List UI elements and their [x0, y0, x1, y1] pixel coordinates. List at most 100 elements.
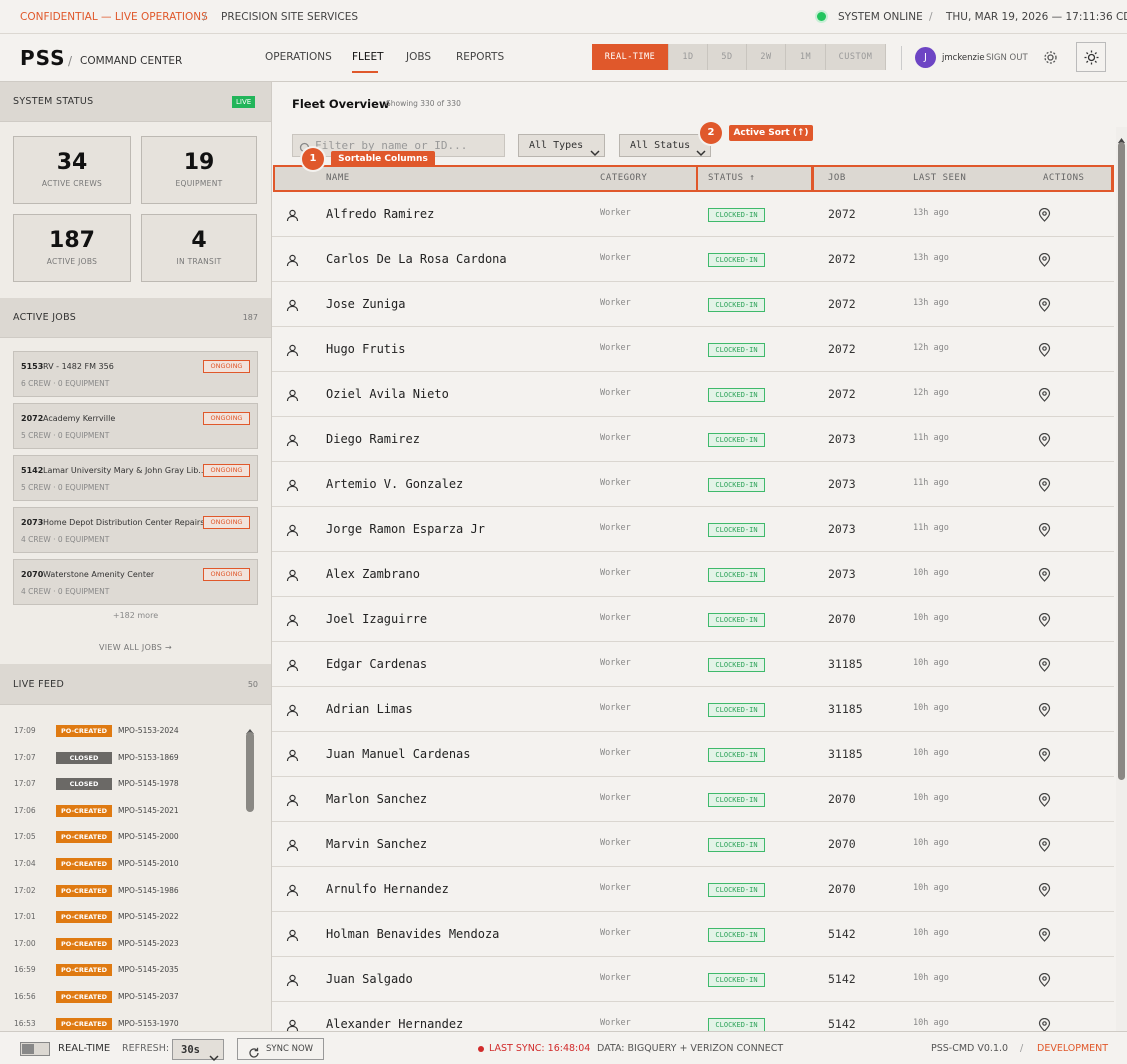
status-badge: CLOCKED-IN [708, 973, 765, 987]
status-badge: CLOCKED-IN [708, 658, 765, 672]
time-range-button[interactable]: 2W [747, 44, 786, 70]
icon-part [286, 575, 299, 582]
worker-job: 2073 [828, 567, 856, 581]
time-range-button[interactable]: 1M [786, 44, 826, 70]
feed-id: MPO-5145-2010 [118, 859, 179, 868]
feed-time: 17:01 [14, 912, 36, 922]
locate-action[interactable] [1038, 1017, 1051, 1031]
icon-part [289, 1019, 296, 1027]
column-header[interactable]: NAME [326, 173, 350, 183]
locate-action[interactable] [1038, 207, 1051, 222]
job-card[interactable]: 2070 Waterstone Amenity Center ONGOING 4 CR… [13, 559, 258, 605]
locate-action[interactable] [1038, 342, 1051, 357]
locate-action[interactable] [1038, 837, 1051, 852]
time-range-button[interactable]: 5D [708, 44, 747, 70]
worker-job: 2072 [828, 342, 856, 356]
avatar[interactable]: J [915, 47, 936, 68]
section-count: 187 [242, 313, 258, 322]
status-badge: CLOCKED-IN [708, 613, 765, 627]
scroll-up [1117, 129, 1126, 143]
icon-part [1038, 882, 1051, 897]
refresh-select[interactable]: 30s [172, 1039, 224, 1062]
icon [1038, 207, 1051, 222]
environment: DEVELOPMENT [1037, 1043, 1109, 1054]
settings-icon[interactable] [1043, 50, 1058, 65]
locate-action[interactable] [1038, 747, 1051, 762]
locate-action[interactable] [1038, 657, 1051, 672]
job-card[interactable]: 5142 Lamar University Mary & John Gray Li… [13, 455, 258, 501]
locate-action[interactable] [1038, 612, 1051, 627]
job-card[interactable]: 5153 RV - 1482 FM 356 ONGOING 6 CREW · 0 EQ… [13, 351, 258, 397]
person-icon [286, 567, 299, 582]
icon-part [1042, 256, 1047, 261]
last-seen: 10h ago [913, 838, 949, 848]
view-all-jobs[interactable]: VIEW ALL JOBS → [98, 643, 173, 652]
worker-job: 2072 [828, 207, 856, 221]
worker-job: 5142 [828, 927, 856, 941]
sync-button[interactable]: SYNC NOW [237, 1038, 324, 1060]
feed-type: PO-CREATED [56, 884, 112, 897]
section-header: SYSTEM STATUS LIVE [0, 82, 271, 122]
filter-select[interactable]: All Status [619, 134, 711, 157]
icon-part [286, 260, 299, 267]
sign-out[interactable]: SIGN OUT [986, 53, 1028, 63]
time-range-button[interactable]: CUSTOM [826, 44, 886, 70]
person-icon [286, 612, 299, 627]
locate-action[interactable] [1038, 522, 1051, 537]
app-name: COMMAND CENTER [80, 55, 183, 67]
time-range-button[interactable]: 1D [669, 44, 708, 70]
nav-item[interactable]: FLEET [352, 51, 384, 63]
nav-item[interactable]: JOBS [406, 51, 432, 63]
job-card[interactable]: 2073 Home Depot Distribution Center Repai… [13, 507, 258, 553]
column-header[interactable]: ACTIONS [1043, 173, 1085, 183]
icon-part [286, 935, 299, 942]
locate-action[interactable] [1038, 387, 1051, 402]
locate-action[interactable] [1038, 297, 1051, 312]
theme-button[interactable] [1076, 42, 1106, 72]
locate-action[interactable] [1038, 432, 1051, 447]
nav-item[interactable]: OPERATIONS [265, 51, 332, 63]
icon [1038, 387, 1051, 402]
locate-action[interactable] [1038, 702, 1051, 717]
filter-select[interactable]: All Types [518, 134, 605, 157]
feed-time: 17:05 [14, 832, 36, 842]
locate-action[interactable] [1038, 477, 1051, 492]
column-header[interactable]: STATUS ↑ [708, 173, 756, 183]
sun-icon [1084, 50, 1099, 65]
icon-part [1084, 50, 1099, 65]
column-header[interactable]: JOB [828, 173, 846, 183]
icon [286, 389, 299, 402]
locate-action[interactable] [1038, 927, 1051, 942]
icon-part [286, 665, 299, 672]
last-sync: LAST SYNC: 16:48:04 [489, 1043, 591, 1054]
table-row: Arnulfo Hernandez Worker CLOCKED-IN 2070 10h… [272, 867, 1114, 912]
job-name: Lamar University Mary & John Gray Lib... [43, 466, 203, 475]
icon-part [289, 479, 296, 487]
locate-action[interactable] [1038, 567, 1051, 582]
icon-part [1042, 436, 1047, 441]
locate-action[interactable] [1038, 792, 1051, 807]
locate-action[interactable] [1038, 972, 1051, 987]
icon [286, 479, 299, 492]
nav-item[interactable]: REPORTS [456, 51, 505, 63]
table-row: Joel Izaguirre Worker CLOCKED-IN 2070 10h ag… [272, 597, 1114, 642]
locate-action[interactable] [1038, 882, 1051, 897]
feed-type: CLOSED [56, 751, 112, 764]
person-icon [286, 252, 299, 267]
icon [286, 839, 299, 852]
stat-card: 19 EQUIPMENT [141, 136, 257, 204]
stat-label: ACTIVE JOBS [46, 257, 98, 266]
worker-name: Holman Benavides Mendoza [326, 927, 500, 941]
column-header[interactable]: CATEGORY [600, 173, 648, 183]
locate-action[interactable] [1038, 252, 1051, 267]
column-header[interactable]: LAST SEEN [913, 173, 967, 183]
worker-category: Worker [600, 973, 631, 983]
stat-value: 34 [56, 150, 88, 175]
status-badge: CLOCKED-IN [708, 748, 765, 762]
time-range-button[interactable]: REAL-TIME [592, 44, 669, 70]
job-card[interactable]: 2072 Academy Kerrville ONGOING 5 CREW · 0 E… [13, 403, 258, 449]
icon [1118, 138, 1125, 143]
job-name: Waterstone Amenity Center [43, 570, 155, 579]
table-row: Alex Zambrano Worker CLOCKED-IN 2073 10h ago [272, 552, 1114, 597]
